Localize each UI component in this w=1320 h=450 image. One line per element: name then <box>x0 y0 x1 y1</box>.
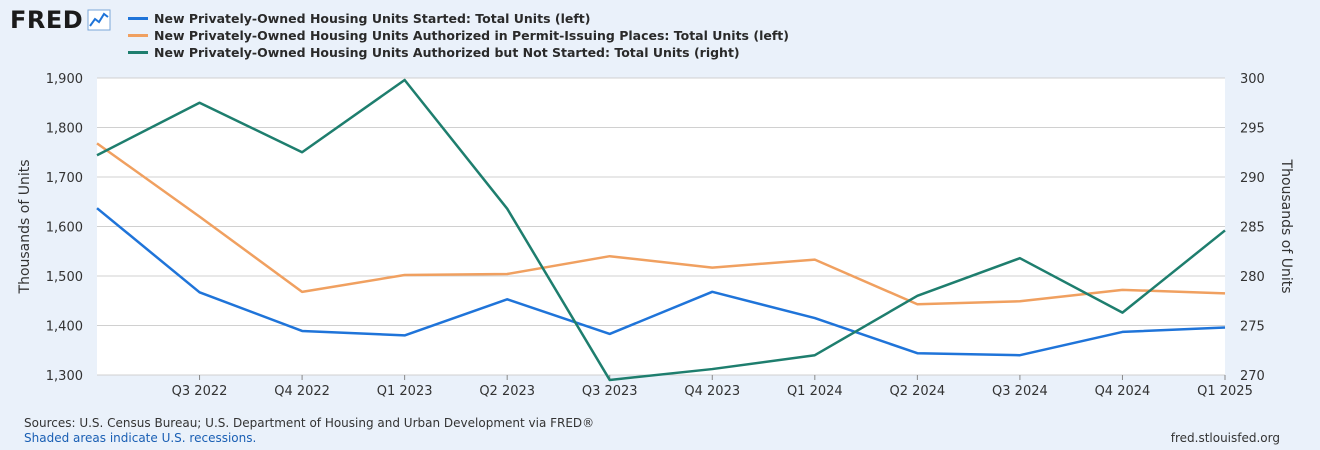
fred-logo[interactable]: FRED <box>10 6 111 34</box>
x-tick-label: Q1 2023 <box>377 384 433 399</box>
y-right-tick-label: 295 <box>1240 122 1265 137</box>
y-left-axis-label: Thousands of Units <box>17 160 33 295</box>
legend-item-permits[interactable]: New Privately-Owned Housing Units Author… <box>128 27 789 44</box>
legend-label: New Privately-Owned Housing Units Author… <box>154 45 740 60</box>
y-right-tick-label: 275 <box>1240 320 1265 335</box>
y-left-tick-label: 1,700 <box>46 171 83 186</box>
sources-note: Sources: U.S. Census Bureau; U.S. Depart… <box>24 416 595 430</box>
y-left-tick-label: 1,400 <box>46 320 83 335</box>
x-tick-label: Q1 2025 <box>1197 384 1253 399</box>
y-left-tick-label: 1,500 <box>46 270 83 285</box>
x-tick-label: Q4 2022 <box>274 384 330 399</box>
logo-text: FRED <box>10 6 84 34</box>
fred-url[interactable]: fred.stlouisfed.org <box>1170 431 1280 445</box>
y-right-tick-label: 280 <box>1240 270 1265 285</box>
y-left-tick-label: 1,600 <box>46 221 83 236</box>
legend-swatch <box>128 51 148 54</box>
x-tick-label: Q4 2023 <box>684 384 740 399</box>
legend-swatch <box>128 17 148 20</box>
chart-footer: Sources: U.S. Census Bureau; U.S. Depart… <box>24 416 594 446</box>
y-left-tick-label: 1,300 <box>46 369 83 384</box>
series-line-1 <box>96 207 1226 357</box>
recession-note[interactable]: Shaded areas indicate U.S. recessions. <box>24 431 257 445</box>
y-left-tick-label: 1,800 <box>46 122 83 137</box>
series-line-2 <box>96 142 1226 306</box>
y-right-tick-label: 300 <box>1240 72 1265 87</box>
y-right-tick-label: 285 <box>1240 221 1265 236</box>
y-left-tick-label: 1,900 <box>46 72 83 87</box>
x-tick-label: Q2 2023 <box>479 384 535 399</box>
line-chart-icon <box>87 9 111 31</box>
y-right-tick-label: 270 <box>1240 369 1265 384</box>
x-tick-label: Q3 2024 <box>992 384 1048 399</box>
chart-legend: New Privately-Owned Housing Units Starte… <box>128 10 789 61</box>
y-right-tick-label: 290 <box>1240 171 1265 186</box>
series-line-3 <box>96 78 1226 382</box>
legend-swatch <box>128 34 148 37</box>
legend-label: New Privately-Owned Housing Units Author… <box>154 28 789 43</box>
x-tick-label: Q2 2024 <box>889 384 945 399</box>
x-tick-label: Q4 2024 <box>1095 384 1151 399</box>
legend-item-not-started[interactable]: New Privately-Owned Housing Units Author… <box>128 44 789 61</box>
x-tick-label: Q3 2023 <box>582 384 638 399</box>
y-right-axis-label: Thousands of Units <box>1278 159 1294 294</box>
legend-item-starts[interactable]: New Privately-Owned Housing Units Starte… <box>128 10 789 27</box>
x-tick-label: Q3 2022 <box>172 384 228 399</box>
x-tick-label: Q1 2024 <box>787 384 843 399</box>
legend-label: New Privately-Owned Housing Units Starte… <box>154 11 591 26</box>
